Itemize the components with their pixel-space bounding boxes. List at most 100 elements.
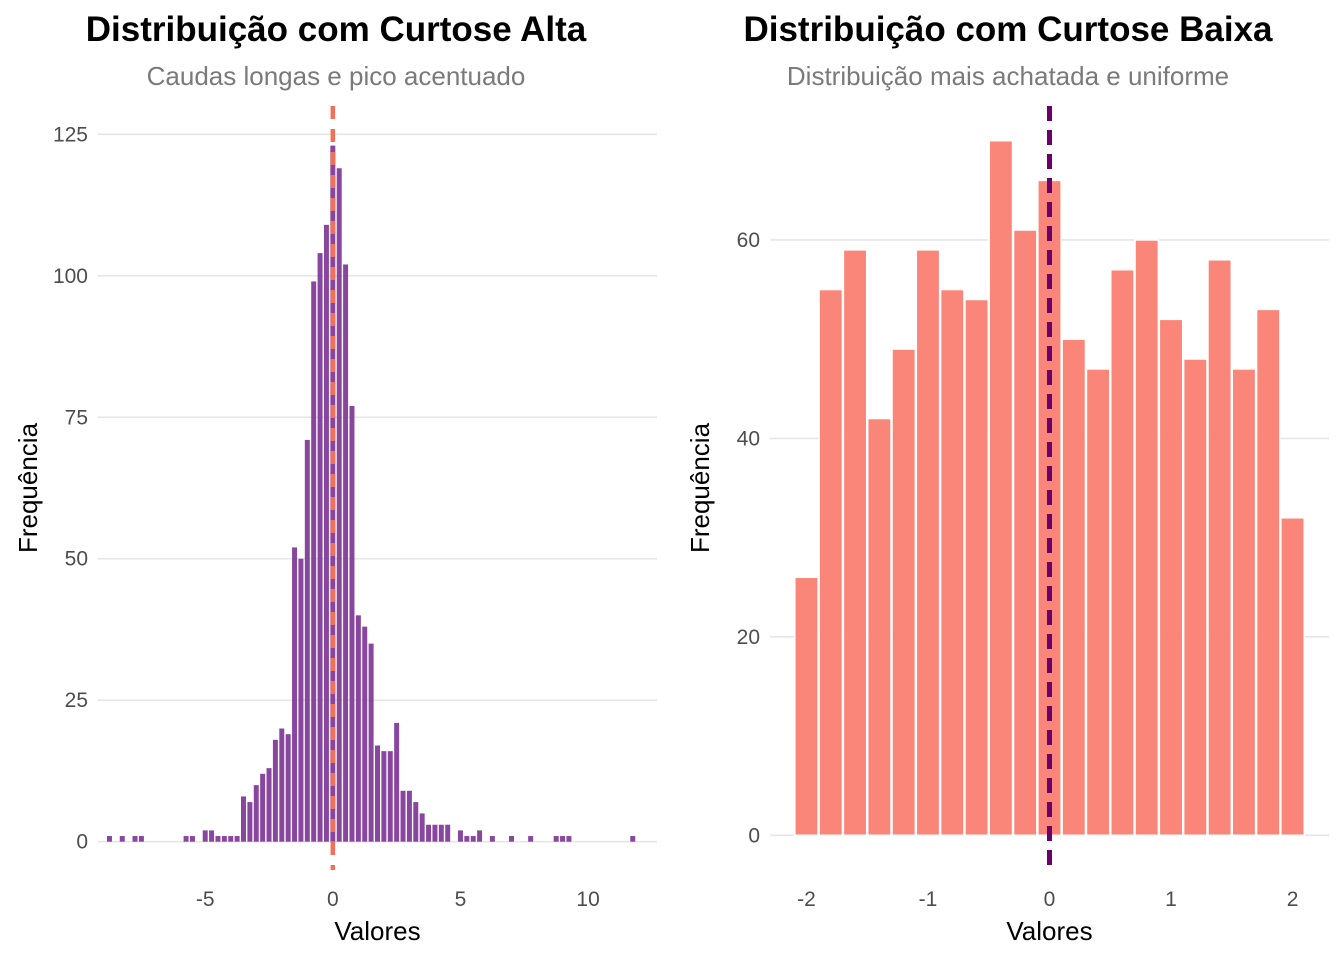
histogram-bar xyxy=(566,836,572,842)
histogram-bar xyxy=(891,348,917,837)
x-axis-label: Valores xyxy=(334,916,420,946)
histogram-bar xyxy=(1012,229,1038,837)
x-tick-label: 1 xyxy=(1165,888,1177,911)
histogram-low-kurtosis: 0 20 40 60 -2 -1 0 1 2 Valores Frequência xyxy=(685,106,1329,946)
y-tick-label: 0 xyxy=(748,824,760,847)
histogram-bar xyxy=(323,224,329,842)
y-tick-label: 40 xyxy=(737,427,760,450)
y-tick-label: 20 xyxy=(737,626,760,649)
histogram-bar xyxy=(842,249,868,837)
chart-panel-high-kurtosis: Distribuição com Curtose Alta Caudas lon… xyxy=(13,10,657,946)
histogram-bar xyxy=(794,576,819,837)
y-tick-label: 125 xyxy=(53,123,88,146)
histogram-bar xyxy=(1231,368,1257,837)
histogram-bar xyxy=(964,298,990,837)
chart-subtitle: Distribuição mais achatada e uniforme xyxy=(786,61,1230,91)
histogram-bar xyxy=(247,802,253,842)
x-tick-label: 2 xyxy=(1287,888,1299,911)
histogram-bar xyxy=(1061,338,1087,837)
y-tick-label: 100 xyxy=(53,265,88,288)
y-tick-label: 0 xyxy=(76,831,88,854)
histogram-bar xyxy=(202,830,208,842)
histogram-bar xyxy=(183,836,189,842)
histogram-bar xyxy=(1134,239,1160,837)
histogram-bar xyxy=(528,836,534,842)
histogram-bar xyxy=(477,830,483,842)
histogram-bar xyxy=(387,751,393,842)
x-tick-label: -5 xyxy=(196,888,215,911)
histogram-bar xyxy=(253,785,259,842)
histogram-bar xyxy=(311,281,317,842)
y-tick-label: 60 xyxy=(737,229,760,252)
histogram-bar xyxy=(866,417,892,837)
x-tick-label: 5 xyxy=(455,888,467,911)
histogram-bar xyxy=(1255,308,1281,837)
histogram-bar xyxy=(464,836,470,842)
histogram-bar xyxy=(266,768,272,842)
histogram-bar xyxy=(272,739,278,842)
chart-panel-low-kurtosis: Distribuição com Curtose Baixa Distribui… xyxy=(672,0,1344,960)
histogram-bar xyxy=(368,643,374,842)
histogram-bar xyxy=(470,836,476,842)
histogram-bar xyxy=(939,288,965,837)
chart-subtitle: Caudas longas e pico acentuado xyxy=(146,61,526,91)
histogram-bar xyxy=(1207,259,1233,837)
x-tick-label: -2 xyxy=(797,888,816,911)
histogram-bar xyxy=(138,836,144,842)
y-tick-label: 50 xyxy=(65,548,88,571)
histogram-bar xyxy=(432,824,438,842)
histogram-bar xyxy=(630,836,636,842)
histogram-bar xyxy=(285,734,291,842)
chart-title: Distribuição com Curtose Alta xyxy=(85,10,587,49)
histogram-bar xyxy=(1109,268,1135,837)
y-tick-label: 25 xyxy=(65,689,88,712)
histogram-bar xyxy=(915,249,941,837)
histogram-bar xyxy=(1280,517,1305,837)
histogram-bar xyxy=(1085,368,1111,837)
histogram-bar xyxy=(1182,358,1208,837)
histogram-bar xyxy=(509,836,514,842)
y-tick-label: 75 xyxy=(65,406,88,429)
histogram-bar xyxy=(215,836,221,842)
histogram-bar xyxy=(560,836,566,842)
histogram-bar xyxy=(106,836,112,842)
histogram-bar xyxy=(119,836,125,842)
histogram-bar xyxy=(445,824,451,842)
histogram-bar xyxy=(336,168,342,842)
x-tick-label: 0 xyxy=(1044,888,1056,911)
histogram-bar xyxy=(304,439,310,842)
histogram-bar xyxy=(317,253,323,842)
histogram-bar xyxy=(209,830,215,842)
histogram-bar xyxy=(292,547,298,842)
histogram-bar xyxy=(362,626,368,842)
histogram-bar xyxy=(1158,318,1184,837)
histogram-bar xyxy=(406,790,412,842)
histogram-bar xyxy=(260,773,266,842)
histogram-bar xyxy=(234,836,240,842)
histogram-bar xyxy=(279,728,285,842)
histogram-bar xyxy=(132,836,138,842)
histogram-bar xyxy=(343,264,349,842)
histogram-bar xyxy=(400,790,406,842)
histogram-bar xyxy=(228,836,234,842)
histogram-bar xyxy=(394,722,400,842)
histogram-bar xyxy=(988,139,1014,837)
histogram-bar xyxy=(298,558,304,842)
histogram-bar xyxy=(438,824,444,842)
histogram-bar xyxy=(241,796,246,842)
histogram-bar xyxy=(189,836,195,842)
x-tick-label: 0 xyxy=(327,888,339,911)
histogram-bar xyxy=(413,802,419,842)
histogram-bar xyxy=(381,751,387,842)
chart-title: Distribuição com Curtose Baixa xyxy=(743,10,1273,49)
histogram-bar xyxy=(426,824,432,842)
x-tick-label: -1 xyxy=(919,888,938,911)
histogram-bar xyxy=(489,836,495,842)
histogram-bar xyxy=(355,615,361,842)
histogram-bar xyxy=(221,836,227,842)
histogram-bar xyxy=(349,405,355,842)
y-axis-label: Frequência xyxy=(13,422,43,553)
histogram-bar xyxy=(375,745,380,842)
histogram-bar xyxy=(457,830,463,842)
histogram-high-kurtosis: 0 25 50 75 100 125 -5 0 5 10 Valores Frequência xyxy=(13,106,657,946)
